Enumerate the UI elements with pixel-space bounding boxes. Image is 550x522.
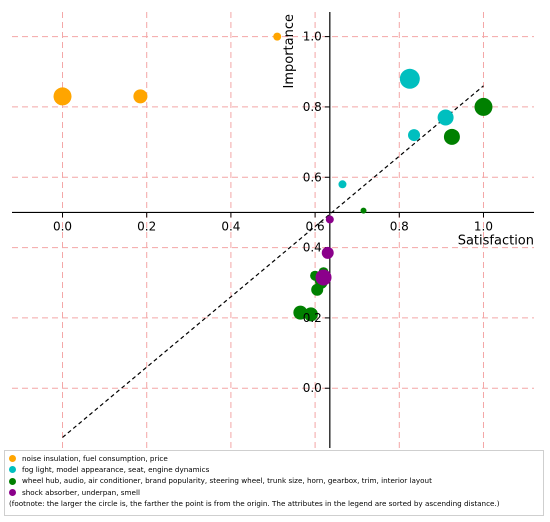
- legend-marker: [9, 477, 16, 485]
- legend-marker: [9, 466, 16, 474]
- data-point: [303, 307, 318, 322]
- legend-item: noise insulation, fuel consumption, pric…: [9, 453, 539, 464]
- data-point: [360, 207, 367, 214]
- data-point: [408, 129, 421, 142]
- x-tick-label: 0.8: [390, 219, 409, 233]
- legend-item: wheel hub, audio, air conditioner, brand…: [9, 475, 539, 486]
- scatter-chart: 0.0 0.2 0.4 0.6 0.8 1.0 0.0 0.2 0.4 0.6 0.8 1.0 Sat…: [12, 12, 534, 448]
- data-point: [474, 97, 493, 116]
- legend: noise insulation, fuel consumption, pric…: [4, 450, 544, 516]
- legend-label: wheel hub, audio, air conditioner, brand…: [22, 476, 432, 486]
- data-point: [437, 109, 454, 126]
- legend-footnote: (footnote: the larger the circle is, the…: [9, 498, 500, 508]
- x-tick-label: 0.6: [306, 219, 325, 233]
- legend-label: fog light, model appearance, seat, engin…: [22, 465, 210, 475]
- x-tick-label: 0.0: [53, 219, 72, 233]
- grid-lines: [12, 12, 534, 448]
- trend-line-group: [62, 85, 484, 438]
- y-tick-label: 0.4: [303, 241, 322, 255]
- y-tick-label: 0.6: [303, 170, 322, 184]
- tick-labels: 0.0 0.2 0.4 0.6 0.8 1.0 0.0 0.2 0.4 0.6 0.8 1.0: [53, 30, 493, 396]
- data-point: [293, 305, 308, 320]
- axes: [12, 12, 534, 448]
- data-point: [443, 128, 460, 145]
- y-tick-label: 0.2: [303, 311, 322, 325]
- x-tick-label: 1.0: [474, 219, 493, 233]
- diagonal-reference-line: [62, 85, 484, 438]
- y-axis-label: Importance: [282, 14, 297, 89]
- data-point: [133, 89, 148, 104]
- data-point: [321, 246, 334, 259]
- legend-label: noise insulation, fuel consumption, pric…: [22, 454, 168, 463]
- x-tick-label: 0.2: [137, 219, 156, 233]
- legend-marker: [9, 455, 16, 463]
- y-tick-label: 0.8: [303, 100, 322, 114]
- y-tick-label: 1.0: [303, 30, 322, 44]
- data-point: [325, 215, 334, 224]
- data-point: [338, 180, 347, 189]
- data-point: [399, 68, 420, 89]
- data-point: [311, 283, 324, 296]
- x-tick-label: 0.4: [221, 219, 240, 233]
- data-point: [53, 87, 72, 106]
- legend-marker: [9, 488, 16, 496]
- legend-label: shock absorber, underpan, smell: [22, 487, 140, 497]
- legend-item: shock absorber, underpan, smell: [9, 487, 539, 498]
- y-tick-label: 0.0: [303, 381, 322, 395]
- x-axis-label: Satisfaction: [458, 233, 534, 248]
- data-point: [273, 32, 282, 41]
- data-point: [315, 269, 332, 286]
- data-points: [53, 32, 493, 322]
- legend-item: fog light, model appearance, seat, engin…: [9, 464, 539, 475]
